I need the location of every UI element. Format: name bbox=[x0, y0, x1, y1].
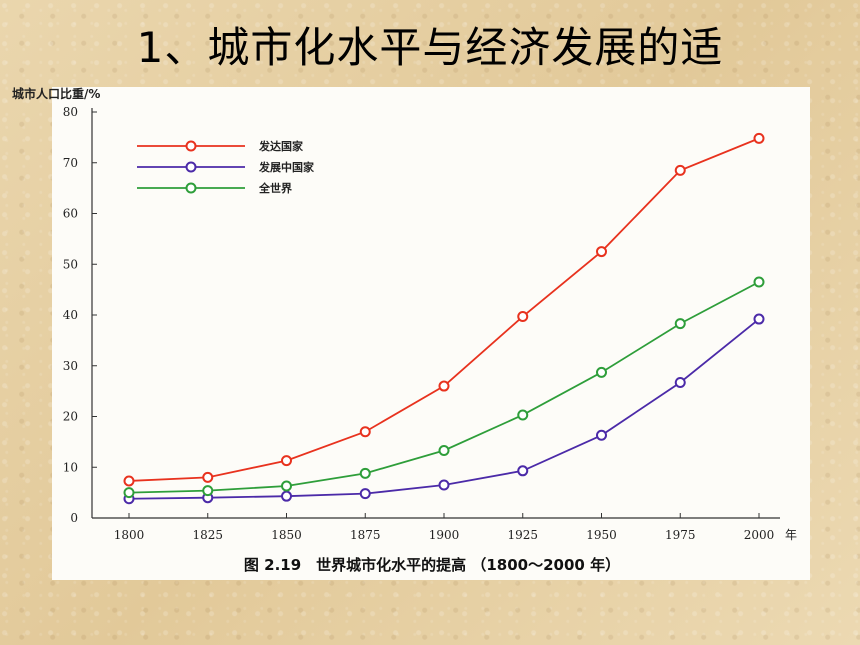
y-tick-label: 0 bbox=[70, 511, 78, 525]
data-point-0 bbox=[674, 164, 686, 176]
y-tick-label: 20 bbox=[63, 410, 78, 424]
x-tick-label: 1975 bbox=[665, 528, 696, 542]
data-point-2 bbox=[359, 467, 371, 479]
figure-caption: 图 2.19 世界城市化水平的提高 （1800～2000 年） bbox=[244, 556, 620, 574]
data-point-0 bbox=[202, 471, 214, 483]
data-point-1 bbox=[281, 490, 292, 502]
legend-label: 全世界 bbox=[258, 181, 292, 195]
legend-marker bbox=[185, 140, 197, 152]
data-point-1 bbox=[753, 313, 765, 325]
series-line-0 bbox=[128, 137, 760, 482]
data-point-0 bbox=[753, 132, 765, 144]
y-tick-label: 70 bbox=[63, 156, 78, 170]
data-point-0 bbox=[123, 475, 135, 487]
legend-label: 发达国家 bbox=[258, 139, 304, 153]
x-tick-label: 1850 bbox=[271, 528, 302, 542]
data-point-1 bbox=[674, 376, 686, 388]
legend-marker bbox=[185, 182, 197, 194]
data-point-1 bbox=[359, 488, 371, 500]
data-point-2 bbox=[753, 276, 765, 288]
legend-marker bbox=[185, 161, 197, 173]
data-point-0 bbox=[517, 311, 529, 323]
x-tick-label: 1875 bbox=[350, 528, 381, 542]
y-axis-label: 城市人口比重/% bbox=[12, 87, 101, 101]
x-tick-label: 1925 bbox=[507, 528, 538, 542]
data-point-2 bbox=[123, 487, 135, 499]
data-point-0 bbox=[596, 246, 607, 258]
data-point-2 bbox=[674, 318, 686, 330]
x-tick-label: 1900 bbox=[429, 528, 460, 542]
x-tick-label: 1800 bbox=[114, 528, 145, 542]
data-point-0 bbox=[359, 426, 371, 438]
data-point-0 bbox=[438, 380, 450, 392]
data-point-0 bbox=[281, 455, 292, 467]
y-tick-label: 80 bbox=[63, 105, 78, 119]
y-tick-label: 50 bbox=[63, 257, 78, 271]
slide-title: 1、城市化水平与经济发展的适 bbox=[136, 23, 724, 72]
x-axis-label: 年 bbox=[785, 528, 797, 542]
y-tick-label: 30 bbox=[63, 359, 78, 373]
data-point-1 bbox=[596, 429, 607, 441]
data-point-2 bbox=[596, 366, 607, 378]
series-line-1 bbox=[128, 318, 760, 500]
x-tick-label: 1950 bbox=[586, 528, 617, 542]
data-point-1 bbox=[438, 479, 450, 491]
y-tick-label: 60 bbox=[63, 207, 78, 221]
y-tick-label: 40 bbox=[63, 308, 78, 322]
legend-label: 发展中国家 bbox=[258, 160, 315, 174]
data-point-2 bbox=[517, 409, 529, 421]
data-point-2 bbox=[281, 480, 292, 492]
data-point-2 bbox=[202, 485, 214, 497]
x-tick-label: 1825 bbox=[192, 528, 223, 542]
x-tick-label: 2000 bbox=[744, 528, 775, 542]
data-point-2 bbox=[438, 445, 450, 457]
data-point-1 bbox=[517, 465, 529, 477]
y-tick-label: 10 bbox=[63, 460, 78, 474]
